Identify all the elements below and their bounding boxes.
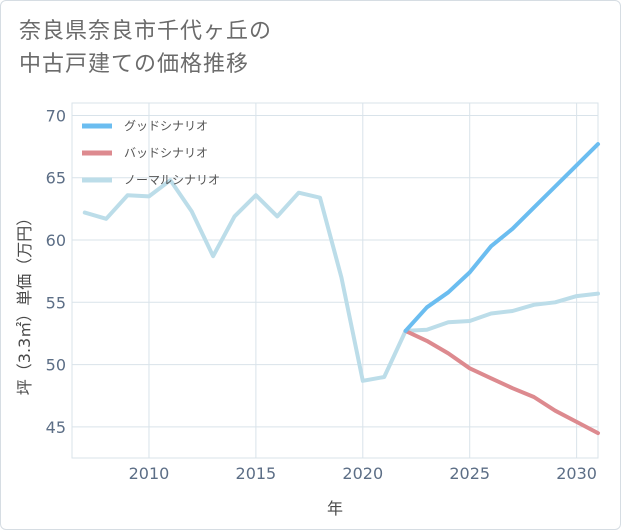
plot-frame — [71, 102, 599, 459]
y-tick-label: 50 — [46, 356, 66, 375]
y-tick-label: 60 — [46, 231, 66, 250]
x-tick-label: 2030 — [556, 464, 597, 483]
x-tick-label: 2010 — [129, 464, 170, 483]
y-tick-label: 55 — [46, 293, 66, 312]
x-axis-label: 年 — [327, 499, 343, 518]
x-tick-label: 2015 — [236, 464, 277, 483]
chart-title-line-2: 中古戸建ての価格推移 — [19, 52, 250, 77]
series-lines — [82, 142, 600, 436]
x-tick-label: 2020 — [342, 464, 383, 483]
series-line-good — [403, 142, 600, 333]
legend-label-bad: バッドシナリオ — [124, 146, 208, 160]
y-tick-label: 70 — [46, 106, 66, 125]
x-tick-label: 2025 — [449, 464, 490, 483]
grid — [71, 102, 599, 459]
series-line-bad — [403, 328, 600, 436]
legend-label-good: グッドシナリオ — [124, 119, 208, 133]
y-axis-label: 坪（3.3㎡）単価（万円） — [15, 210, 34, 395]
y-tick-label: 65 — [46, 169, 66, 188]
series-line-normal — [82, 178, 600, 383]
chart-title: 奈良県奈良市千代ヶ丘の 中古戸建ての価格推移 — [19, 15, 272, 81]
chart-title-line-1: 奈良県奈良市千代ヶ丘の — [19, 19, 273, 44]
legend-label-normal: ノーマルシナリオ — [124, 173, 220, 187]
tick-labels: 2010 2015 2020 2025 2030 45 50 55 60 65 70 — [46, 106, 597, 483]
y-tick-label: 45 — [46, 418, 66, 437]
